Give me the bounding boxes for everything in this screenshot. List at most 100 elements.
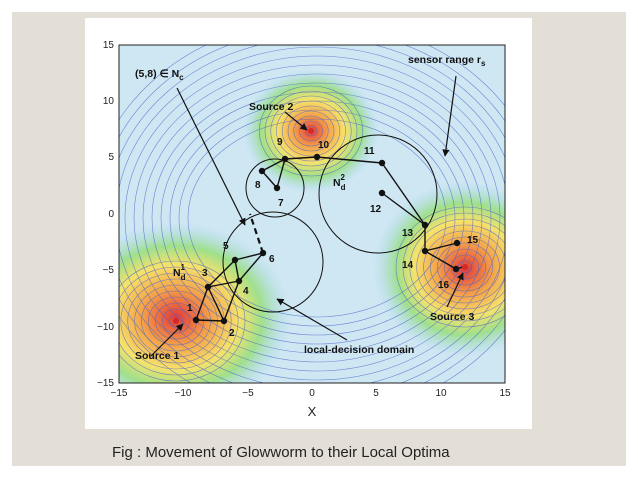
- contour-ring: [119, 266, 239, 376]
- contour-ring: [148, 296, 204, 346]
- node-number: 11: [364, 146, 375, 157]
- neighborhood-circle-c: [245, 158, 305, 218]
- glowworm-node: [421, 221, 429, 229]
- contour-ring: [142, 73, 492, 363]
- node-number: 8: [255, 180, 261, 191]
- node-number: 2: [229, 328, 235, 339]
- contour-ring: [161, 308, 191, 334]
- contour-ring: [119, 260, 246, 382]
- contour-ring: [124, 55, 505, 381]
- contour-ring: [133, 64, 501, 372]
- y-tick: −10: [97, 322, 114, 333]
- contour-ring: [293, 115, 329, 147]
- node-number: 6: [269, 254, 275, 265]
- contour-ring: [119, 46, 505, 383]
- contour-ring: [120, 272, 232, 370]
- x-axis-label: X: [308, 404, 317, 419]
- annotation-arrows: [150, 75, 464, 357]
- y-tick: 15: [103, 40, 115, 51]
- y-tick: −5: [103, 265, 115, 276]
- contour-ring: [304, 125, 318, 137]
- y-tick: 0: [108, 209, 114, 220]
- glowworm-nodes: [192, 153, 461, 325]
- glowworm-node: [452, 265, 460, 273]
- contour-ring: [258, 85, 364, 177]
- node-number: 12: [370, 204, 382, 215]
- node-number: 3: [202, 268, 208, 279]
- source1-label: Source 1: [135, 350, 180, 362]
- glowworm-node: [378, 159, 386, 167]
- contour-ring: [430, 236, 500, 298]
- source3-point: [462, 264, 468, 270]
- figure-caption: Fig : Movement of Glowworm to their Loca…: [112, 444, 450, 461]
- neighbor-set-arrow: [176, 87, 246, 226]
- neighborhood-circle-nd2: [318, 134, 438, 254]
- node-number: 15: [467, 235, 479, 246]
- nd1-label: Nd1: [173, 263, 186, 282]
- sensor-range-label: sensor range rs: [408, 54, 486, 68]
- sensor-range-arrow: [442, 75, 457, 157]
- contour-ring: [178, 109, 456, 327]
- contour-ring: [187, 118, 447, 318]
- contour-ring: [423, 230, 505, 304]
- source2-arrow: [284, 111, 308, 131]
- glowworm-node: [378, 189, 386, 197]
- node-number: 14: [402, 260, 414, 271]
- glowworm-node: [421, 247, 429, 255]
- node-number: 10: [318, 140, 330, 151]
- glowworm-node: [220, 317, 228, 325]
- x-tick: −5: [242, 388, 254, 399]
- x-tick: 10: [435, 388, 447, 399]
- local-decision-label: local-decision domain: [304, 344, 414, 356]
- contour-ring: [437, 242, 493, 292]
- glowworm-node: [273, 184, 281, 192]
- x-tick: 0: [309, 388, 315, 399]
- node-number: 1: [187, 303, 193, 314]
- source3-label: Source 3: [430, 311, 475, 323]
- node-number-labels: 1 2 3 4 5 6 7 8 9 10 11 12 13 14 15 16: [187, 137, 479, 339]
- contour-ring: [395, 206, 505, 328]
- node-number: 4: [243, 286, 249, 297]
- node-number: 13: [402, 228, 414, 239]
- movement-paths: [195, 156, 464, 322]
- contour-ring: [151, 82, 483, 354]
- nd2-label: Nd2: [333, 173, 346, 192]
- contour-ring: [299, 120, 323, 142]
- node-number: 16: [438, 280, 450, 291]
- glowworm-node: [281, 155, 289, 163]
- glowworm-node: [259, 249, 267, 257]
- contour-ring: [287, 110, 335, 152]
- contour-lines: [119, 45, 505, 383]
- source2-label: Source 2: [249, 101, 294, 113]
- glowworm-node: [258, 167, 266, 175]
- contour-ring: [169, 100, 465, 336]
- contour-ring: [281, 105, 341, 157]
- figure-panel: −15 −10 −5 0 5 10 15 15 10 5 0 −5 −10 −1…: [85, 18, 532, 429]
- glowworm-node: [453, 239, 461, 247]
- x-tick: −10: [175, 388, 192, 399]
- source1-point: [173, 318, 179, 324]
- neighborhood-circle-nd1: [222, 211, 324, 313]
- contour-ring: [270, 95, 352, 167]
- x-tick: 15: [499, 388, 511, 399]
- neighbor-set-label: (5,8) ∈ Nc: [135, 68, 184, 82]
- contour-ring: [416, 224, 505, 310]
- contour-ring: [160, 91, 474, 345]
- source3-arrow: [446, 272, 464, 308]
- x-tick: −15: [111, 388, 128, 399]
- glowworm-node: [192, 316, 200, 324]
- glowworm-node: [204, 283, 212, 291]
- contour-ring: [409, 218, 505, 316]
- source1-arrow: [150, 323, 184, 357]
- x-tick-labels: −15 −10 −5 0 5 10 15: [111, 388, 511, 399]
- glowworm-node: [235, 277, 243, 285]
- node-number: 5: [223, 241, 229, 252]
- glowworm-node: [231, 256, 239, 264]
- node-number: 7: [278, 198, 284, 209]
- plot-frame: [118, 44, 506, 384]
- y-tick: −15: [97, 378, 114, 389]
- glowworm-diagram: −15 −10 −5 0 5 10 15 15 10 5 0 −5 −10 −1…: [97, 40, 511, 419]
- node-number: 9: [277, 137, 283, 148]
- y-tick: 10: [103, 96, 115, 107]
- source2-point: [308, 128, 314, 134]
